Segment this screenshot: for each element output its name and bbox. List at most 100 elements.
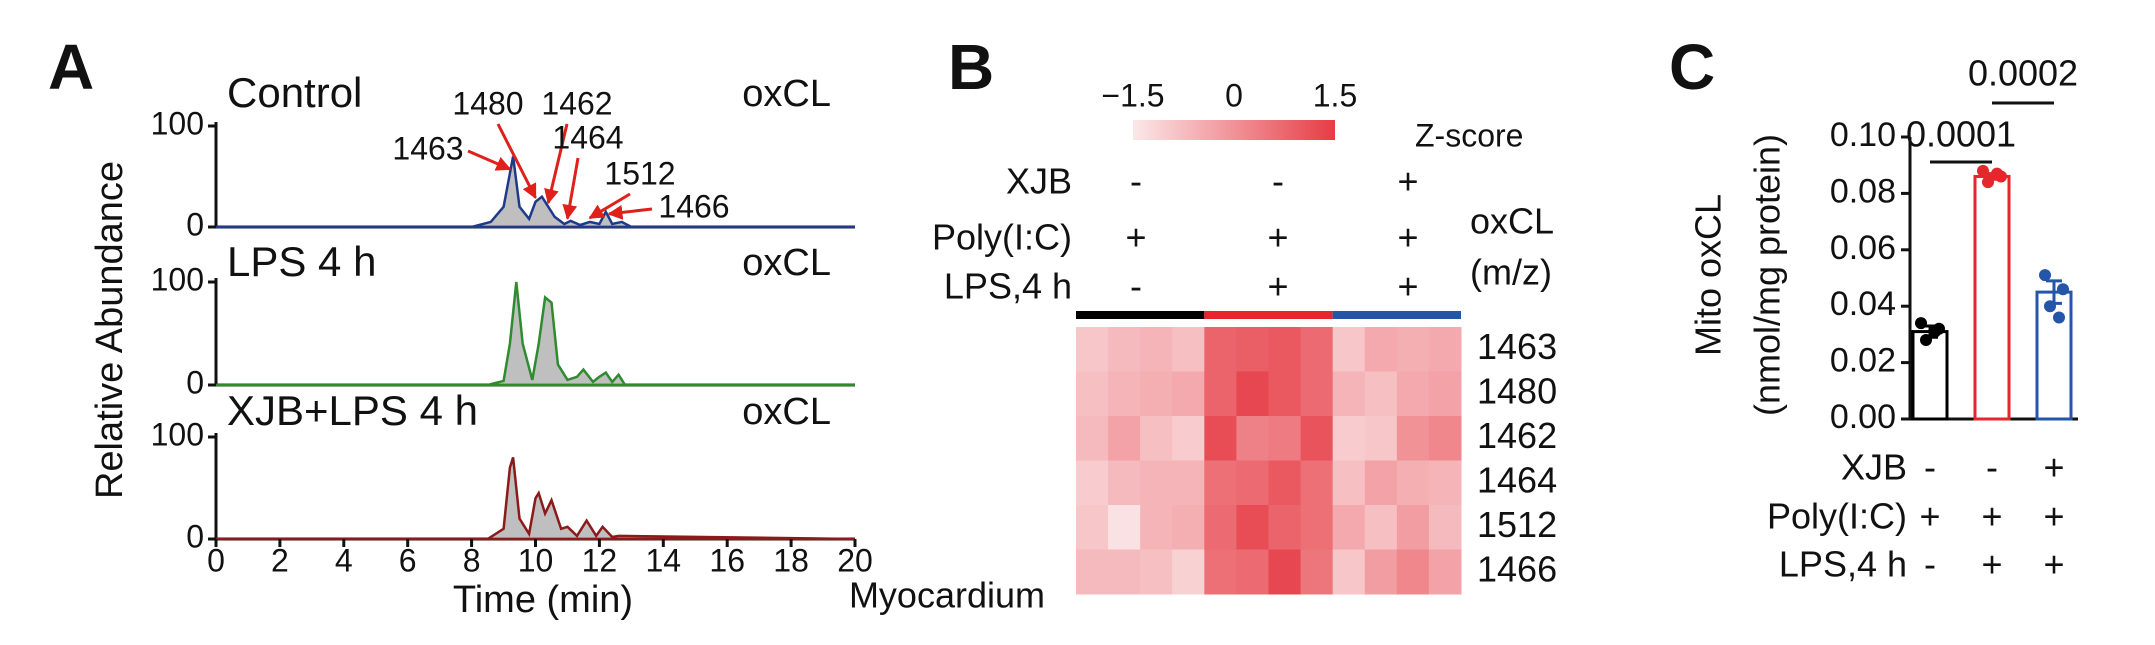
condition-sign: + xyxy=(1397,266,1418,307)
heatmap-cell xyxy=(1108,505,1141,550)
colorbar-tick-label: 0 xyxy=(1225,77,1243,113)
x-tick-label: 20 xyxy=(837,542,873,578)
x-tick-label: 6 xyxy=(399,542,417,578)
heatmap-cell xyxy=(1076,327,1109,372)
heatmap-cell xyxy=(1204,460,1237,506)
peak-arrow xyxy=(544,123,569,205)
row-label: 1462 xyxy=(1477,415,1557,456)
y-tick-label: 0.10 xyxy=(1830,116,1896,154)
heatmap-cell xyxy=(1428,549,1462,595)
y-tick-label: 0.08 xyxy=(1830,172,1896,210)
heatmap-cell xyxy=(1108,371,1141,417)
heatmap-cell xyxy=(1428,371,1462,417)
data-point xyxy=(2053,311,2065,324)
y-tick-label: 100 xyxy=(151,416,204,452)
heatmap-cell xyxy=(1268,327,1302,372)
heatmap-cell xyxy=(1108,416,1141,461)
heatmap-cell xyxy=(1172,327,1205,372)
condition-sign: + xyxy=(2043,496,2064,537)
condition-sign: - xyxy=(1924,447,1936,488)
heatmap-cell xyxy=(1140,327,1173,372)
condition-sign: + xyxy=(1919,496,1940,537)
bar xyxy=(2035,290,2073,421)
condition-sign: + xyxy=(2043,447,2064,488)
heatmap-cell xyxy=(1140,371,1173,417)
chromatogram xyxy=(216,281,855,387)
condition-sign: - xyxy=(1986,447,1998,488)
data-point xyxy=(1915,317,1927,330)
x-axis-label: Time (min) xyxy=(453,579,633,621)
heatmap-cell xyxy=(1268,460,1302,506)
heatmap-cell xyxy=(1076,371,1109,417)
condition-sign: + xyxy=(2043,544,2064,585)
row-label: 1463 xyxy=(1477,326,1557,367)
heatmap-cell xyxy=(1428,505,1462,550)
heatmap-cell xyxy=(1172,416,1205,461)
colorbar xyxy=(1133,120,1335,140)
condition-sign: + xyxy=(1267,266,1288,307)
data-point xyxy=(2044,300,2056,313)
heatmap-cell xyxy=(1364,327,1398,372)
heatmap-cell xyxy=(1140,460,1173,506)
heatmap-cell xyxy=(1396,371,1430,417)
y-tick-label: 0.04 xyxy=(1830,285,1896,323)
x-tick-label: 4 xyxy=(335,542,353,578)
heatmap-cell xyxy=(1428,416,1462,461)
heatmap-cell xyxy=(1364,505,1398,550)
peak-arrow xyxy=(496,123,537,200)
condition-label: LPS,4 h xyxy=(1779,544,1907,585)
heatmap-cell xyxy=(1300,416,1334,461)
heatmap-cell xyxy=(1108,327,1141,372)
heatmap-cell xyxy=(1268,505,1302,550)
heatmap-cell xyxy=(1364,416,1398,461)
heatmap-cell xyxy=(1364,371,1398,417)
row-label: 1466 xyxy=(1477,548,1557,589)
condition-sign: + xyxy=(1981,496,2002,537)
heatmap-cell xyxy=(1364,549,1398,595)
data-point xyxy=(1982,176,1994,189)
condition-sign: + xyxy=(1397,217,1418,258)
peak-arrow xyxy=(467,149,512,171)
heatmap-cell xyxy=(1332,371,1366,417)
heatmap-cell xyxy=(1236,460,1269,506)
tissue-label: Myocardium xyxy=(849,575,1045,616)
x-tick-label: 8 xyxy=(463,542,481,578)
y-axis-label: Relative Abundance xyxy=(89,161,131,499)
heatmap-cell xyxy=(1332,549,1366,595)
peak-arrow xyxy=(562,157,580,220)
condition-label: LPS,4 h xyxy=(944,266,1072,307)
x-tick-label: 14 xyxy=(646,542,682,578)
data-point xyxy=(1991,167,2003,180)
row-title: (m/z) xyxy=(1470,252,1552,293)
heatmap-cell xyxy=(1172,460,1205,506)
heatmap-cell xyxy=(1172,371,1205,417)
trace-label: XJB+LPS 4 h xyxy=(227,387,478,434)
chromatogram xyxy=(216,457,856,541)
condition-sign: + xyxy=(1125,217,1146,258)
heatmap-cell xyxy=(1396,416,1430,461)
condition-label: Poly(I:C) xyxy=(1767,496,1907,537)
condition-sign: - xyxy=(1130,266,1142,307)
panel-letter: C xyxy=(1669,31,1715,103)
row-title: oxCL xyxy=(1470,201,1554,242)
heatmap-cell xyxy=(1204,327,1237,372)
trace-tag: oxCL xyxy=(742,391,831,433)
heatmap-cell xyxy=(1172,549,1205,595)
group-bar xyxy=(1076,311,1205,319)
peak-label: 1464 xyxy=(552,119,623,155)
heatmap-cell xyxy=(1268,416,1302,461)
heatmap-cell xyxy=(1396,327,1430,372)
x-tick-label: 2 xyxy=(271,542,289,578)
row-label: 1480 xyxy=(1477,370,1557,411)
heatmap-cell xyxy=(1108,549,1141,595)
colorbar-label: Z-score xyxy=(1415,117,1523,153)
heatmap-cell xyxy=(1076,505,1109,550)
trace-label: Control xyxy=(227,69,362,116)
heatmap-cell xyxy=(1076,460,1109,506)
y-tick-label: 100 xyxy=(151,261,204,297)
heatmap-cell xyxy=(1268,549,1302,595)
data-point xyxy=(1977,164,1989,177)
x-tick-label: 16 xyxy=(709,542,745,578)
heatmap-cell xyxy=(1236,371,1269,417)
